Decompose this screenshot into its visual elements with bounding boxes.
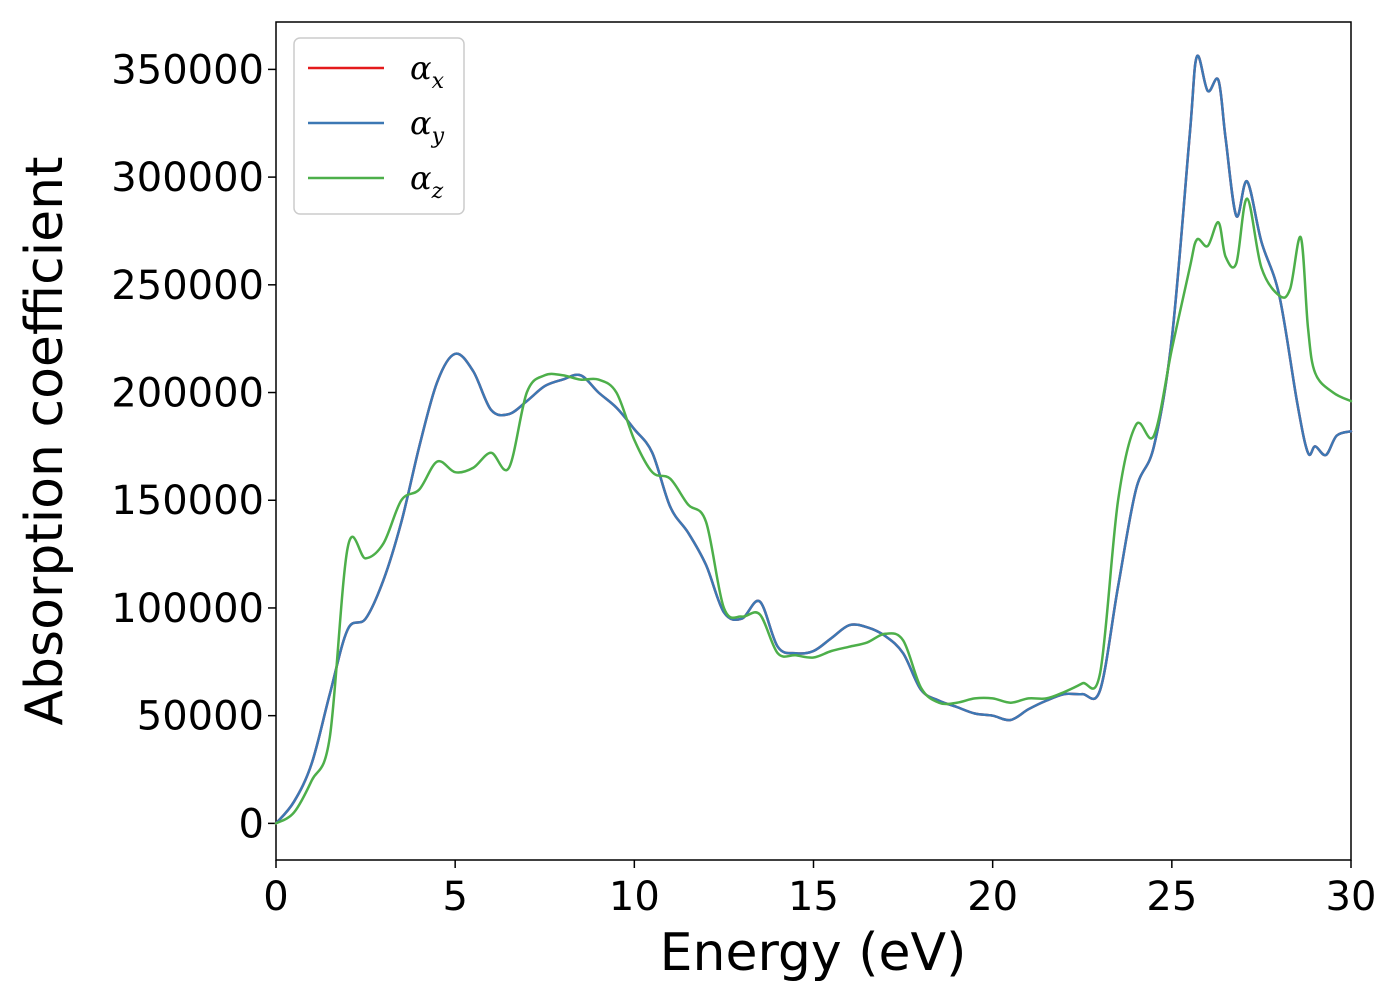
y-tick-label: 200000 (111, 371, 264, 417)
x-tick-label: 25 (1146, 874, 1197, 920)
y-axis-label: Absorption coefficient (15, 156, 75, 725)
legend-label-x: αx (410, 49, 445, 94)
legend-symbol: α (410, 159, 432, 197)
y-tick-label: 0 (239, 801, 264, 847)
series-line-z (274, 197, 1353, 825)
legend-label-y: αy (410, 104, 445, 149)
y-tick-label: 250000 (111, 263, 264, 309)
legend-label-z: αz (410, 159, 444, 204)
x-axis-ticks: 0 5 10 15 20 25 30 (263, 860, 1376, 920)
x-axis-label: Energy (eV) (660, 923, 967, 983)
y-axis-ticks: 0 50000 100000 150000 200000 250000 300000 3500… (111, 47, 276, 847)
series-layer (274, 54, 1353, 825)
y-tick-label: 100000 (111, 586, 264, 632)
legend-box (293, 37, 465, 215)
legend-subscript: x (432, 69, 445, 94)
x-tick-label: 10 (609, 874, 660, 920)
legend-subscript: z (431, 179, 444, 204)
legend-subscript: y (431, 124, 445, 149)
y-tick-label: 350000 (111, 47, 264, 93)
legend-symbol: α (410, 104, 432, 142)
series-line-y (274, 54, 1353, 825)
x-tick-label: 30 (1326, 874, 1377, 920)
y-tick-label: 300000 (111, 155, 264, 201)
x-tick-label: 5 (442, 874, 467, 920)
x-tick-label: 0 (263, 874, 288, 920)
x-tick-label: 15 (788, 874, 839, 920)
x-tick-label: 20 (967, 874, 1018, 920)
y-tick-label: 150000 (111, 478, 264, 524)
legend-symbol: α (410, 49, 432, 87)
y-tick-label: 50000 (137, 694, 264, 740)
